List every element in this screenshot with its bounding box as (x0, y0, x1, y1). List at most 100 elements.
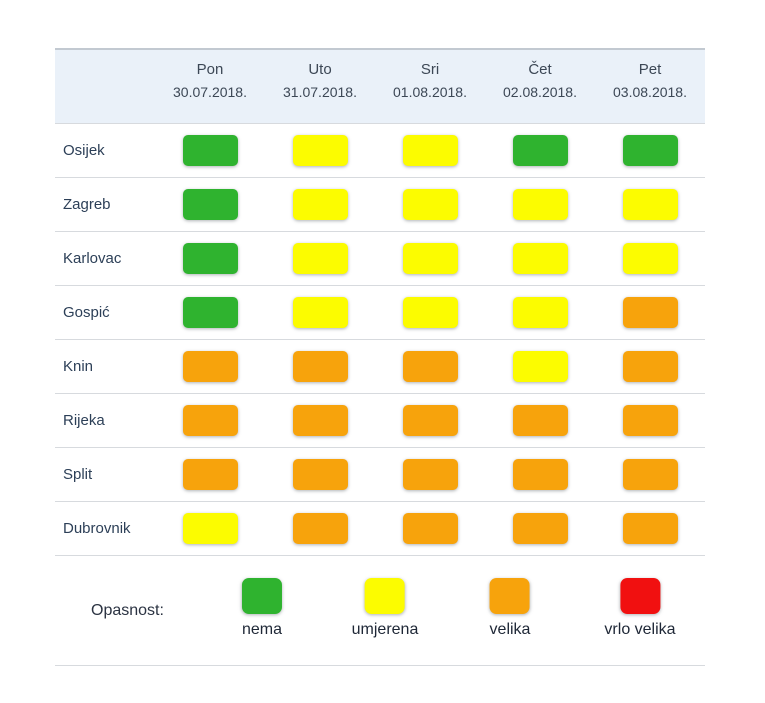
city-label: Split (63, 466, 93, 483)
hazard-cell-slot (265, 297, 375, 328)
hazard-cell-umjerena (622, 243, 678, 274)
hazard-cell-slot (485, 243, 595, 274)
hazard-cell-velika (182, 351, 238, 382)
hazard-cell-umjerena (292, 135, 348, 166)
hazard-cell-velika (512, 405, 568, 436)
hazard-cell-slot (155, 459, 265, 490)
header-day-cell: Pon 30.07.2018. (155, 50, 265, 123)
hazard-cell-nema (182, 189, 238, 220)
hazard-cell-slot (265, 189, 375, 220)
hazard-cell-velika (402, 351, 458, 382)
day-date: 02.08.2018. (503, 84, 577, 100)
legend-item-velika: velika (489, 578, 531, 639)
city-label: Knin (63, 358, 94, 375)
hazard-cell-slot (595, 405, 705, 436)
header-day-cell: Uto 31.07.2018. (265, 50, 375, 123)
hazard-cell-umjerena (512, 243, 568, 274)
legend: Opasnost: nema umjerena velika vrlo velika (55, 556, 705, 666)
day-date: 31.07.2018. (283, 84, 357, 100)
hazard-cell-umjerena (512, 297, 568, 328)
hazard-cell-velika (182, 459, 238, 490)
hazard-cell-umjerena (292, 297, 348, 328)
hazard-cell-slot (595, 459, 705, 490)
hazard-cell-velika (182, 405, 238, 436)
hazard-cell-slot (375, 513, 485, 544)
hazard-cell-nema (512, 135, 568, 166)
hazard-cell-umjerena (292, 243, 348, 274)
legend-swatch-nema (242, 578, 282, 614)
hazard-cell-velika (292, 513, 348, 544)
legend-swatch-velika (490, 578, 530, 614)
hazard-cell-slot (595, 135, 705, 166)
hazard-cell-slot (155, 297, 265, 328)
hazard-cell-velika (292, 459, 348, 490)
hazard-cell-slot (155, 405, 265, 436)
city-label: Dubrovnik (63, 520, 131, 537)
table-row: Knin (55, 340, 705, 394)
day-date: 01.08.2018. (393, 84, 467, 100)
day-name: Pet (638, 61, 662, 78)
legend-item-umjerena: umjerena (352, 578, 418, 639)
hazard-cell-velika (622, 405, 678, 436)
hazard-cell-slot (375, 189, 485, 220)
hazard-cell-slot (265, 405, 375, 436)
day-date: 30.07.2018. (173, 84, 247, 100)
hazard-cell-umjerena (292, 189, 348, 220)
legend-item-nema: nema (242, 578, 282, 639)
hazard-cell-slot (375, 351, 485, 382)
hazard-cell-slot (155, 243, 265, 274)
table-row: Split (55, 448, 705, 502)
hazard-cell-slot (375, 135, 485, 166)
hazard-cell-slot (155, 513, 265, 544)
table-row: Karlovac (55, 232, 705, 286)
city-label: Zagreb (63, 196, 111, 213)
hazard-cell-slot (595, 351, 705, 382)
hazard-cell-slot (375, 405, 485, 436)
hazard-cell-nema (622, 135, 678, 166)
hazard-cell-velika (622, 351, 678, 382)
hazard-cell-umjerena (402, 297, 458, 328)
hazard-cell-slot (155, 135, 265, 166)
hazard-cell-slot (265, 135, 375, 166)
legend-swatch-umjerena (364, 578, 405, 614)
hazard-cell-velika (402, 459, 458, 490)
hazard-cell-slot (485, 513, 595, 544)
header-day-cell: Čet 02.08.2018. (485, 50, 595, 123)
legend-item-label: nema (241, 621, 283, 638)
hazard-cell-velika (402, 405, 458, 436)
day-name: Uto (308, 61, 332, 78)
hazard-cell-velika (402, 513, 458, 544)
hazard-cell-slot (595, 513, 705, 544)
hazard-cell-slot (595, 243, 705, 274)
hazard-cell-velika (622, 459, 678, 490)
hazard-cell-slot (485, 459, 595, 490)
table-body: Osijek Zagreb Karlovac Gospić Knin Rijeka Spli… (55, 124, 705, 556)
hazard-cell-slot (155, 189, 265, 220)
day-name: Čet (528, 61, 552, 78)
hazard-cell-umjerena (512, 189, 568, 220)
table-row: Dubrovnik (55, 502, 705, 556)
hazard-cell-velika (512, 459, 568, 490)
hazard-cell-umjerena (622, 189, 678, 220)
hazard-cell-umjerena (182, 513, 238, 544)
hazard-cell-umjerena (512, 351, 568, 382)
day-name: Sri (420, 61, 440, 78)
city-label: Osijek (63, 142, 105, 159)
legend-item-label: vrlo velika (604, 621, 676, 638)
legend-item-label: velika (489, 621, 531, 638)
hazard-cell-slot (155, 351, 265, 382)
day-date: 03.08.2018. (613, 84, 687, 100)
header-day-cell: Sri 01.08.2018. (375, 50, 485, 123)
hazard-cell-umjerena (402, 135, 458, 166)
hazard-cell-slot (485, 135, 595, 166)
hazard-cell-slot (265, 243, 375, 274)
hazard-cell-slot (485, 405, 595, 436)
legend-item-vrlo_velika: vrlo velika (604, 578, 676, 639)
hazard-cell-slot (595, 297, 705, 328)
hazard-cell-nema (182, 135, 238, 166)
hazard-cell-slot (375, 297, 485, 328)
hazard-cell-slot (485, 297, 595, 328)
hazard-cell-velika (292, 351, 348, 382)
city-label: Rijeka (63, 412, 105, 429)
header-day-cell: Pet 03.08.2018. (595, 50, 705, 123)
